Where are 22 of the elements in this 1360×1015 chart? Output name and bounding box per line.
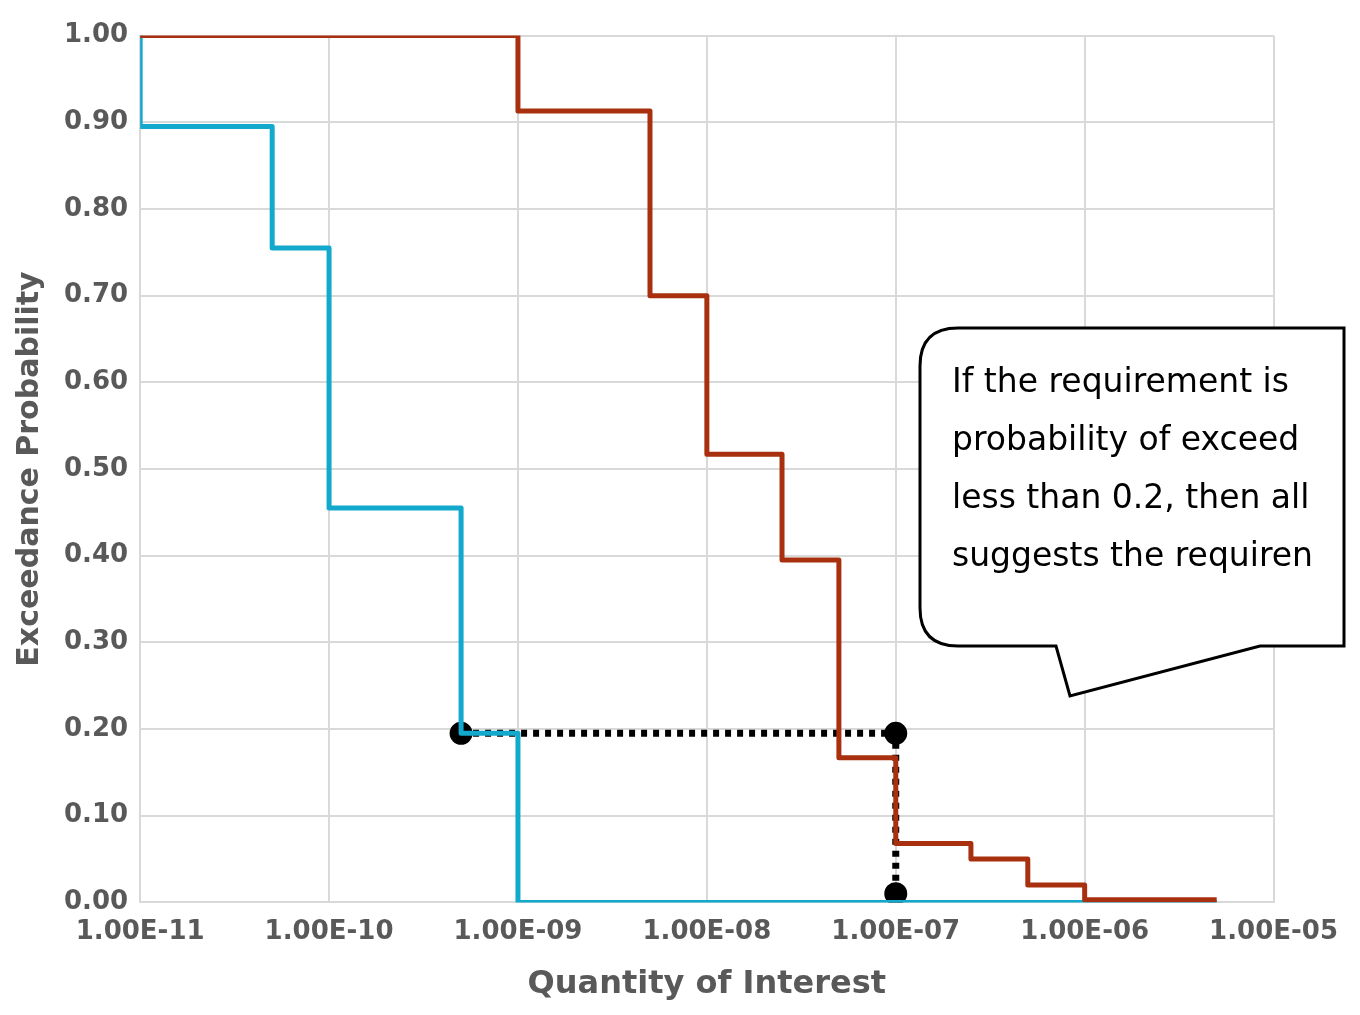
x-axis-title: Quantity of Interest xyxy=(527,963,887,1002)
x-tick-label: 1.00E-07 xyxy=(831,914,961,945)
y-tick-label: 0.00 xyxy=(63,885,129,916)
y-tick-label: 0.70 xyxy=(63,278,129,309)
y-tick-label: 0.80 xyxy=(63,191,129,222)
annotation: If the requirement is probability of exceed less than 0.2, then all suggests the requiren xyxy=(951,360,1314,576)
y-axis-title: Exceedance Probability xyxy=(9,270,45,667)
x-tick-label: 1.00E-06 xyxy=(1020,914,1150,945)
x-tick-label: 1.00E-09 xyxy=(453,914,583,945)
speech-bubble: If the requirement is probability of exceed less than 0.2, then all suggests the requiren xyxy=(918,326,1348,698)
y-tick-label: 0.40 xyxy=(63,538,129,569)
y-tick-label: 0.30 xyxy=(63,625,129,656)
y-tick-label: 0.50 xyxy=(63,451,129,482)
x-tick-label: 1.00E-05 xyxy=(1209,914,1338,945)
y-tick-label: 0.10 xyxy=(63,798,129,829)
y-tick-label: 0.60 xyxy=(63,365,129,396)
x-tick-label: 1.00E-10 xyxy=(264,914,394,945)
x-tick-label: 1.00E-08 xyxy=(642,914,772,945)
y-tick-label: 0.20 xyxy=(63,711,129,742)
y-tick-label: 0.90 xyxy=(63,105,129,136)
y-tick-label: 1.00 xyxy=(63,18,129,49)
x-tick-label: 1.00E-11 xyxy=(75,914,205,945)
